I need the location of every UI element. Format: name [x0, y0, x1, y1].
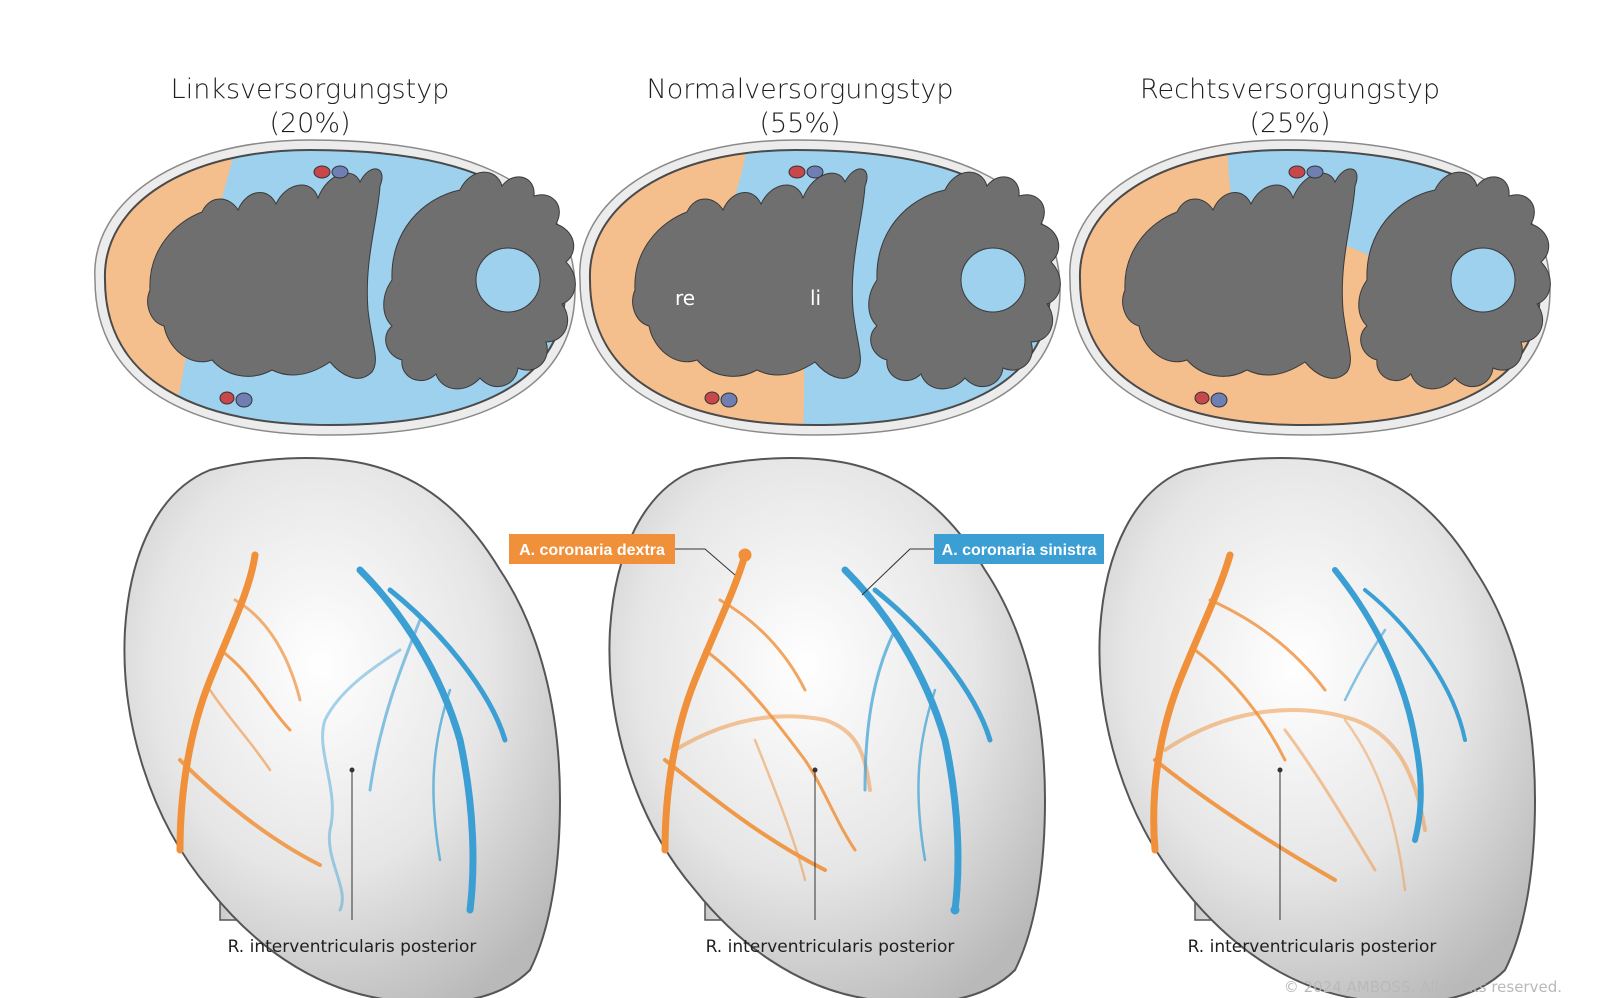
panel-2-pointer-label: R. interventricularis posterior	[706, 937, 955, 957]
chamber-label-left: li	[810, 286, 821, 310]
callout-right-coronary-label: A. coronaria dextra	[519, 542, 665, 559]
vessel-pair-bottom	[219, 391, 253, 408]
left-coronary-artery	[321, 566, 508, 914]
vessel-pair-bottom	[704, 391, 738, 408]
callout-left-coronary-label: A. coronaria sinistra	[942, 542, 1097, 559]
cross-section-right-dominant	[1069, 139, 1551, 436]
right-coronary-artery	[661, 548, 872, 882]
panel-3-title: Rechtsversorgungstyp	[1140, 74, 1440, 105]
vessel-pair-top	[1288, 165, 1324, 179]
panel-1-pointer-label: R. interventricularis posterior	[228, 937, 477, 957]
right-coronary-artery	[176, 551, 322, 867]
left-coronary-artery	[1332, 567, 1467, 843]
callout-right-coronary: A. coronaria dextra	[509, 534, 736, 576]
copyright-notice: © 2024 AMBOSS. All rights reserved.	[1283, 978, 1562, 996]
panel-3-percentage: (25%)	[1249, 108, 1330, 139]
vessel-pair-top	[788, 165, 824, 179]
cross-section-left-dominant	[94, 139, 576, 436]
cross-section-balanced: re li	[579, 139, 1061, 436]
heart-illustration-right-dominant	[1098, 457, 1536, 998]
vessel-pair-top	[313, 165, 349, 179]
panel-2-title: Normalversorgungstyp	[647, 74, 954, 105]
heart-illustration-balanced	[608, 457, 1046, 998]
left-coronary-artery	[841, 566, 993, 915]
vessel-pair-bottom	[1194, 391, 1228, 408]
panel-1-percentage: (20%)	[269, 108, 350, 139]
chamber-label-right: re	[675, 286, 695, 310]
panel-2-percentage: (55%)	[759, 108, 840, 139]
panel-titles: Linksversorgungstyp (20%) Normalversorgu…	[171, 74, 1440, 139]
callout-left-coronary: A. coronaria sinistra	[861, 534, 1104, 596]
right-coronary-artery	[1150, 551, 1427, 892]
panel-1-title: Linksversorgungstyp	[171, 74, 450, 105]
heart-illustration-left-dominant	[123, 457, 561, 998]
panel-3-pointer-label: R. interventricularis posterior	[1188, 937, 1437, 957]
